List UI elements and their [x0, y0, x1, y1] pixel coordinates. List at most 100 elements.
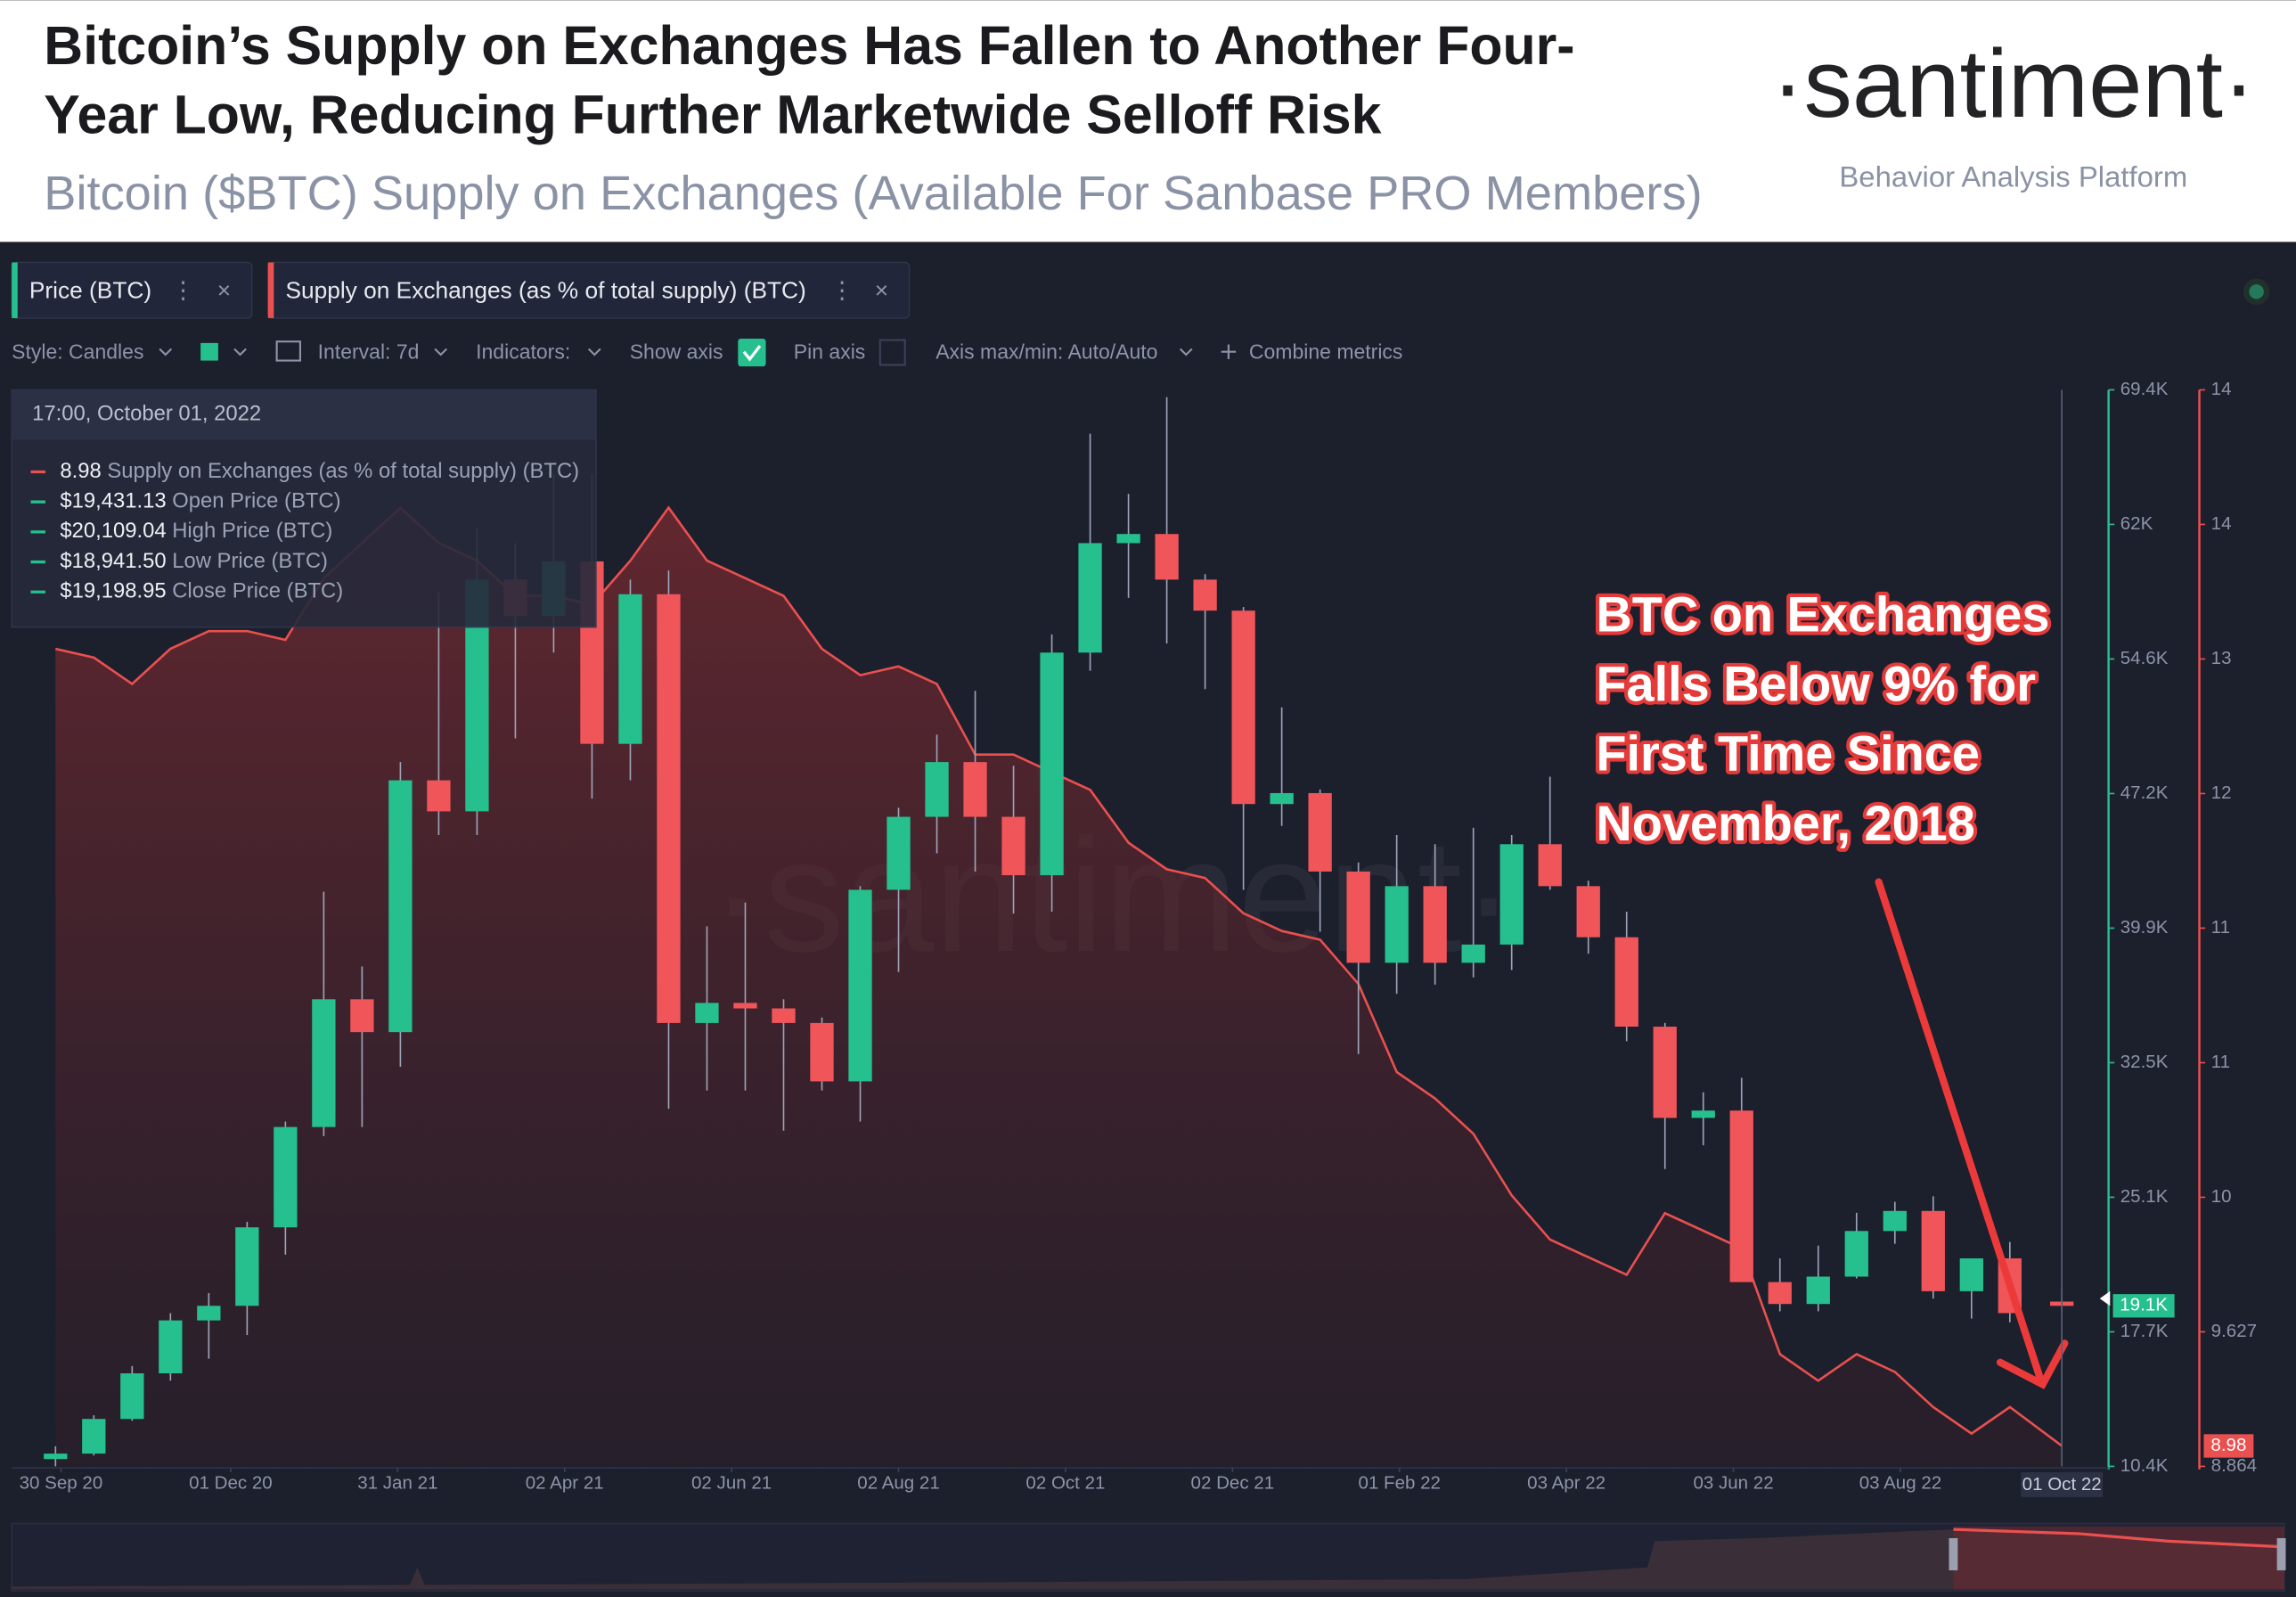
candle-body — [963, 762, 987, 817]
tooltip-label: Close Price (BTC) — [172, 579, 343, 603]
tab-accent — [267, 262, 274, 318]
candle-body — [1193, 579, 1217, 611]
tab[interactable] — [266, 261, 911, 319]
toolbar-item[interactable]: Pin axis — [794, 340, 866, 363]
y2-tick-label: 14 — [2211, 379, 2232, 399]
navigator-area — [12, 1529, 2284, 1590]
tooltip: 17:00, October 01, 2022 8.98 Supply on Exc… — [11, 389, 597, 628]
x-tick-label: 03 Aug 22 — [1859, 1473, 1941, 1494]
candle-body — [810, 1022, 834, 1082]
x-tick-label: 02 Dec 21 — [1191, 1473, 1275, 1494]
y-tick-label: 17.7K — [2120, 1321, 2169, 1341]
tooltip-value: $18,941.50 — [60, 549, 166, 573]
navigator-line — [1953, 1527, 2284, 1549]
candle-body — [1423, 886, 1447, 963]
candle-body — [695, 1003, 719, 1023]
logo: ·santiment· — [1772, 29, 2256, 137]
y2-tick-label: 11 — [2211, 1052, 2230, 1072]
price-tag — [2112, 1294, 2175, 1318]
annotation-text: First Time Since — [1596, 725, 1979, 782]
tooltip-value: $19,198.95 — [60, 579, 166, 603]
tab[interactable] — [11, 261, 253, 319]
candle-body — [1346, 871, 1370, 963]
price-tag-label: 19.1K — [2120, 1295, 2168, 1315]
candle-body — [350, 999, 374, 1033]
candle-body — [1921, 1210, 1945, 1291]
y2-tick-label: 14 — [2211, 513, 2232, 534]
candle-body — [848, 889, 872, 1082]
tab-label[interactable]: Price (BTC) — [29, 276, 151, 303]
tooltip-label: Open Price (BTC) — [172, 488, 340, 512]
x-tick-label: 03 Jun 22 — [1693, 1473, 1773, 1494]
toolbar-item[interactable]: Interval: 7d — [318, 340, 420, 363]
tooltip-head-bg — [12, 389, 596, 440]
y2-tick-label: 11 — [2211, 917, 2230, 938]
candle-body — [120, 1373, 144, 1420]
y-tick-label: 69.4K — [2120, 379, 2169, 399]
toolbar-item[interactable]: Style: Candles — [12, 340, 143, 363]
x-tick-label: 03 Apr 22 — [1527, 1473, 1606, 1494]
toolbar-item[interactable]: Combine metrics — [1249, 340, 1403, 363]
y-tick-label: 25.1K — [2120, 1186, 2169, 1207]
candle-body — [1691, 1110, 1715, 1118]
crosshair-label: 01 Oct 22 — [2022, 1474, 2102, 1495]
tab-accent — [12, 262, 18, 318]
annotation-arrow — [1875, 878, 2069, 1389]
toolbar-item[interactable]: Axis max/min: Auto/Auto — [936, 340, 1157, 363]
tab-menu[interactable]: ⋮ — [830, 276, 854, 303]
x-tick-label: 30 Sep 20 — [20, 1473, 103, 1494]
candle-body — [772, 1008, 796, 1023]
candle-body — [1806, 1276, 1830, 1305]
candle-body — [1614, 937, 1638, 1028]
x-tick-label: 02 Oct 21 — [1025, 1473, 1105, 1494]
candle-body — [618, 594, 642, 744]
candle-body — [235, 1227, 259, 1306]
candle-body — [1461, 944, 1485, 963]
x-tick-label: 01 Feb 22 — [1358, 1473, 1440, 1494]
navigator-handle[interactable] — [1949, 1537, 1958, 1571]
supply-tag-label: 8.98 — [2210, 1435, 2246, 1455]
y-tick-label: 62K — [2120, 513, 2153, 534]
checkmark — [742, 345, 762, 362]
y-tick-label: 39.9K — [2120, 917, 2169, 938]
candle-body — [388, 780, 413, 1033]
tab-menu[interactable]: ⋮ — [171, 276, 194, 303]
candle-body — [1538, 844, 1562, 887]
candle-body — [312, 999, 336, 1127]
toolbar-item[interactable]: Indicators: — [476, 340, 570, 363]
candle-body — [1653, 1027, 1677, 1118]
tooltip-value: $19,431.13 — [60, 488, 166, 512]
candle-body — [1883, 1210, 1907, 1232]
color-swatch[interactable] — [200, 342, 218, 361]
checkbox[interactable] — [738, 338, 766, 367]
crosshair-label-bg — [2021, 1472, 2104, 1497]
candle-body — [1385, 886, 1409, 963]
navigator-handle[interactable] — [2276, 1537, 2286, 1571]
candle-body — [1768, 1282, 1792, 1305]
tagline: Behavior Analysis Platform — [1839, 160, 2187, 192]
subtitle: Bitcoin ($BTC) Supply on Exchanges (Avai… — [44, 167, 1702, 220]
candle-body — [197, 1306, 221, 1321]
tooltip-time: 17:00, October 01, 2022 — [32, 402, 261, 426]
y-tick-label: 47.2K — [2120, 782, 2169, 803]
candle-body — [427, 780, 451, 812]
tooltip-value: 8.98 — [60, 459, 101, 483]
tooltip-value: $20,109.04 — [60, 519, 166, 543]
toolbar-icons — [159, 339, 1237, 366]
candle-body — [82, 1419, 106, 1454]
candle-body — [1959, 1258, 1983, 1291]
candle-body — [1155, 534, 1179, 580]
y2-tick-label: 9.627 — [2211, 1321, 2257, 1341]
tab-close[interactable]: × — [217, 276, 231, 303]
price-tag-pointer — [2099, 1290, 2111, 1306]
toolbar-item[interactable]: Show axis — [630, 340, 723, 363]
tab-close[interactable]: × — [875, 276, 888, 303]
x-tick-label: 02 Apr 21 — [526, 1473, 604, 1494]
title-line: Bitcoin’s Supply on Exchanges Has Fallen… — [44, 15, 1574, 76]
y-tick-label: 54.6K — [2120, 648, 2169, 668]
candle-body — [733, 1003, 757, 1009]
tab-label[interactable]: Supply on Exchanges (as % of total suppl… — [285, 276, 805, 303]
candle-body — [1308, 792, 1332, 872]
candle-body — [1078, 543, 1102, 653]
